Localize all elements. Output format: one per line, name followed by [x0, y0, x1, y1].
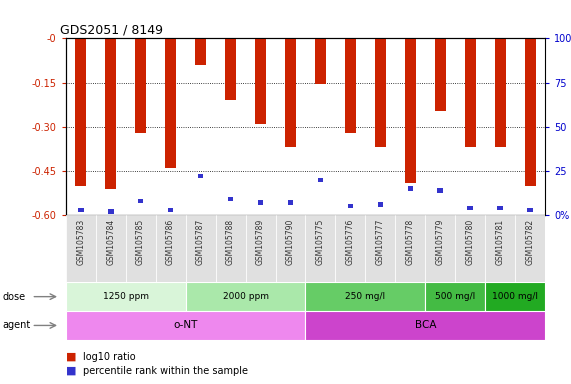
Bar: [288, 200, 293, 205]
Text: 500 mg/l: 500 mg/l: [435, 292, 476, 301]
Text: 2000 ppm: 2000 ppm: [223, 292, 268, 301]
Bar: [348, 204, 353, 209]
Bar: [108, 209, 114, 214]
Bar: [515, 215, 545, 282]
Text: log10 ratio: log10 ratio: [83, 352, 135, 362]
Bar: [255, 38, 266, 124]
Text: GSM105776: GSM105776: [346, 218, 355, 265]
Bar: [166, 38, 176, 168]
Text: GSM105788: GSM105788: [226, 218, 235, 265]
Bar: [377, 202, 383, 207]
Bar: [528, 207, 533, 212]
Bar: [485, 215, 515, 282]
Bar: [246, 215, 275, 282]
Bar: [495, 38, 505, 147]
Bar: [315, 38, 325, 84]
Bar: [66, 311, 305, 340]
Bar: [75, 38, 86, 185]
Text: GSM105782: GSM105782: [526, 218, 535, 265]
Bar: [78, 207, 83, 212]
Text: GDS2051 / 8149: GDS2051 / 8149: [60, 23, 163, 36]
Text: dose: dose: [3, 291, 26, 302]
Text: GSM105785: GSM105785: [136, 218, 145, 265]
Text: GSM105790: GSM105790: [286, 218, 295, 265]
Text: 1000 mg/l: 1000 mg/l: [492, 292, 538, 301]
Bar: [305, 215, 335, 282]
Bar: [186, 282, 305, 311]
Text: GSM105787: GSM105787: [196, 218, 205, 265]
Bar: [395, 215, 425, 282]
Bar: [195, 38, 206, 65]
Bar: [135, 38, 146, 132]
Bar: [525, 38, 536, 185]
Bar: [228, 197, 234, 201]
Bar: [286, 38, 296, 147]
Bar: [275, 215, 305, 282]
Bar: [408, 186, 413, 191]
Bar: [425, 215, 455, 282]
Bar: [437, 188, 443, 192]
Bar: [375, 38, 385, 147]
Bar: [317, 177, 323, 182]
Bar: [106, 38, 116, 189]
Text: GSM105778: GSM105778: [406, 218, 415, 265]
Bar: [226, 38, 236, 100]
Bar: [485, 282, 545, 311]
Text: ■: ■: [66, 352, 80, 362]
Bar: [155, 215, 186, 282]
Text: GSM105775: GSM105775: [316, 218, 325, 265]
Text: agent: agent: [3, 320, 31, 331]
Text: 1250 ppm: 1250 ppm: [103, 292, 148, 301]
Bar: [455, 215, 485, 282]
Bar: [365, 215, 395, 282]
Bar: [405, 38, 416, 183]
Bar: [468, 206, 473, 210]
Bar: [305, 311, 545, 340]
Text: GSM105781: GSM105781: [496, 218, 505, 265]
Text: GSM105779: GSM105779: [436, 218, 445, 265]
Text: GSM105777: GSM105777: [376, 218, 385, 265]
Text: percentile rank within the sample: percentile rank within the sample: [83, 366, 248, 376]
Bar: [425, 282, 485, 311]
Bar: [465, 38, 476, 147]
Text: BCA: BCA: [415, 320, 436, 331]
Bar: [258, 200, 263, 205]
Bar: [198, 174, 203, 179]
Text: GSM105786: GSM105786: [166, 218, 175, 265]
Bar: [138, 199, 143, 203]
Text: o-NT: o-NT: [174, 320, 198, 331]
Bar: [126, 215, 155, 282]
Bar: [96, 215, 126, 282]
Text: GSM105783: GSM105783: [76, 218, 85, 265]
Bar: [497, 206, 503, 210]
Bar: [186, 215, 215, 282]
Bar: [345, 38, 356, 132]
Bar: [66, 215, 96, 282]
Bar: [66, 282, 186, 311]
Bar: [335, 215, 365, 282]
Text: GSM105780: GSM105780: [466, 218, 475, 265]
Bar: [435, 38, 445, 111]
Text: GSM105789: GSM105789: [256, 218, 265, 265]
Bar: [305, 282, 425, 311]
Text: 250 mg/l: 250 mg/l: [345, 292, 385, 301]
Text: GSM105784: GSM105784: [106, 218, 115, 265]
Bar: [215, 215, 246, 282]
Bar: [168, 207, 174, 212]
Text: ■: ■: [66, 366, 80, 376]
